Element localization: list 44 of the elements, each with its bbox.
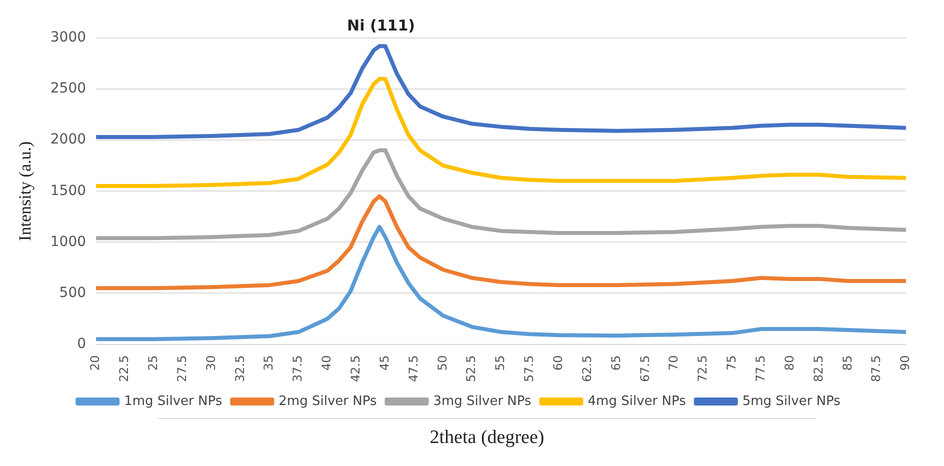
x-tick-label: 35 <box>262 355 276 371</box>
x-tick-label: 70 <box>666 355 681 371</box>
y-tick-label: 500 <box>59 284 86 301</box>
y-tick-label: 0 <box>77 336 86 352</box>
x-tick-label: 40 <box>320 355 334 371</box>
x-tick-label: 37.5 <box>290 355 305 382</box>
x-tick-label: 90 <box>898 355 912 371</box>
x-tick-label: 82.5 <box>811 355 826 382</box>
x-tick-label: 67.5 <box>638 355 652 382</box>
y-tick-label: 1500 <box>50 182 86 199</box>
y-tick-label: 3000 <box>50 30 86 46</box>
x-tick-label: 75 <box>724 355 739 371</box>
x-tick-label: 52.5 <box>464 355 478 382</box>
x-tick-label: 85 <box>840 355 854 371</box>
legend-label: 3mg Silver NPs <box>433 394 532 409</box>
x-tick-label: 72.5 <box>696 355 710 382</box>
x-tick-label: 87.5 <box>869 355 884 382</box>
x-tick-label: 65 <box>608 355 623 371</box>
x-tick-label: 32.5 <box>232 355 247 382</box>
legend-label: 4mg Silver NPs <box>588 394 686 409</box>
x-tick-label: 20 <box>88 355 102 371</box>
x-tick-label: 60 <box>550 355 565 371</box>
y-axis-title: Intensity (a.u.) <box>16 141 35 241</box>
x-tick-label: 50 <box>435 355 450 371</box>
x-tick-label: 80 <box>782 355 796 371</box>
legend-label: 5mg Silver NPs <box>742 394 841 409</box>
text: Ni (111) <box>347 16 415 34</box>
x-tick-label: 57.5 <box>522 355 536 382</box>
legend-label: 2mg Silver NPs <box>278 394 377 409</box>
x-tick-label: 47.5 <box>406 355 420 382</box>
x-tick-label: 30 <box>204 355 218 371</box>
x-tick-label: 27.5 <box>174 355 189 382</box>
x-tick-label: 62.5 <box>580 355 594 382</box>
x-tick-label: 25 <box>146 355 160 371</box>
x-axis-title: 2theta (degree) <box>158 418 816 449</box>
x-tick-label: 42.5 <box>348 355 362 382</box>
x-tick-label: 45 <box>377 355 392 371</box>
x-tick-label: 77.5 <box>753 355 768 382</box>
x-tick-label: 22.5 <box>117 355 132 382</box>
legend-label: 1mg Silver NPs <box>124 394 222 409</box>
y-tick-label: 2500 <box>50 80 86 97</box>
y-tick-label: 1000 <box>50 234 86 250</box>
y-tick-label: 2000 <box>50 132 86 148</box>
x-tick-label: 55 <box>493 355 508 371</box>
